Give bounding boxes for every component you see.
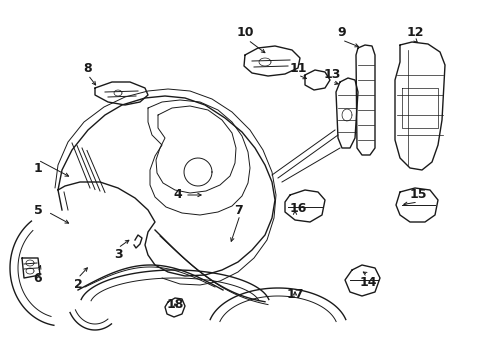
Text: 9: 9 — [338, 26, 346, 39]
Text: 4: 4 — [173, 189, 182, 202]
Text: 12: 12 — [406, 26, 424, 39]
Text: 10: 10 — [236, 26, 254, 39]
Text: 14: 14 — [359, 275, 377, 288]
Text: 5: 5 — [34, 203, 42, 216]
Text: 18: 18 — [166, 298, 184, 311]
Text: 7: 7 — [234, 203, 243, 216]
Text: 15: 15 — [409, 189, 427, 202]
Text: 1: 1 — [34, 162, 42, 175]
Text: 3: 3 — [114, 248, 122, 261]
Text: 17: 17 — [286, 288, 304, 302]
Text: 13: 13 — [323, 68, 341, 81]
Text: 16: 16 — [289, 202, 307, 215]
Text: 6: 6 — [34, 271, 42, 284]
Text: 8: 8 — [84, 62, 92, 75]
Text: 11: 11 — [289, 62, 307, 75]
Text: 2: 2 — [74, 279, 82, 292]
